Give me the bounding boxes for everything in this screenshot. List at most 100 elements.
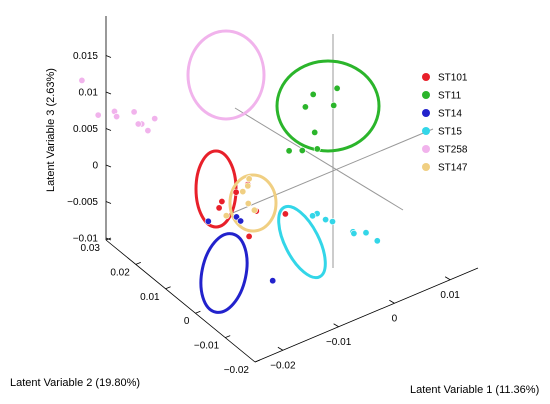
- point-st14: [204, 217, 212, 225]
- point-st11: [309, 90, 317, 98]
- z-tick-mark: [105, 201, 112, 204]
- point-st101: [218, 198, 226, 206]
- cluster-ellipse-st101: [194, 149, 238, 229]
- y-tick-label: −0.01: [194, 341, 220, 352]
- point-st147: [239, 188, 247, 196]
- x-tick-mark: [333, 323, 339, 328]
- x-tick-mark: [277, 346, 284, 351]
- point-st11: [333, 84, 341, 92]
- point-st147: [250, 206, 258, 214]
- z-tick-label: −0.005: [67, 197, 98, 208]
- z-axis-ticks: −0.01 −0.005 0 0.005 0.01 0.015: [67, 51, 112, 245]
- y-tick-mark: [225, 335, 231, 338]
- x-tick-label: −0.02: [270, 360, 296, 371]
- point-st101: [215, 204, 223, 212]
- point-st101: [281, 210, 289, 218]
- point-st147: [244, 182, 252, 190]
- legend-label-st11: ST11: [438, 91, 462, 102]
- x-tick-mark: [389, 299, 395, 304]
- box-edges: [105, 16, 479, 363]
- point-st14: [269, 277, 277, 285]
- point-st101: [232, 188, 240, 196]
- point-st15: [362, 229, 370, 237]
- legend: ST101 ST11 ST14 ST15 ST258 ST147: [422, 73, 468, 174]
- legend-marker-st14: [422, 109, 430, 117]
- legend-label-st15: ST15: [438, 127, 462, 138]
- z-axis-label: Latent Variable 3 (2.63%): [45, 68, 57, 192]
- point-st147: [245, 175, 253, 183]
- point-st11: [313, 145, 321, 153]
- legend-marker-st11: [422, 91, 430, 99]
- z-tick-mark: [105, 55, 112, 58]
- cluster-ellipses: [186, 29, 381, 314]
- y-tick-label: −0.02: [224, 365, 250, 376]
- x-axis-ticks: −0.02 −0.01 0 0.01: [270, 276, 460, 371]
- point-st258: [113, 113, 121, 121]
- cluster-ellipse-st15: [277, 204, 327, 280]
- y-tick-mark: [105, 237, 112, 241]
- x-tick-label: 0.01: [440, 290, 460, 301]
- data-points: [78, 76, 381, 285]
- cluster-ellipse-st147: [228, 173, 278, 233]
- point-st15: [309, 212, 317, 220]
- point-st11: [330, 101, 338, 109]
- y-axis-label: Latent Variable 2 (19.80%): [10, 377, 140, 389]
- legend-label-st14: ST14: [438, 109, 462, 120]
- z-tick-label: 0: [92, 161, 98, 172]
- y-tick-label: 0.02: [110, 267, 130, 278]
- legend-marker-st15: [422, 127, 430, 135]
- point-st15: [373, 237, 381, 245]
- y-tick-mark: [165, 286, 171, 290]
- point-st14: [233, 213, 241, 221]
- point-st258: [151, 115, 159, 123]
- origin-line-y: [229, 128, 434, 215]
- point-st15: [350, 230, 358, 238]
- y-axis-line: [105, 239, 256, 363]
- point-st147: [222, 212, 230, 220]
- point-st101: [245, 232, 253, 240]
- x-axis-line: [254, 267, 479, 363]
- x-tick-label: −0.01: [326, 337, 352, 348]
- legend-marker-st147: [422, 163, 430, 171]
- z-tick-mark: [105, 91, 112, 95]
- legend-label-st258: ST258: [438, 145, 468, 156]
- y-axis-ticks: −0.02 −0.01 0 0.01 0.02 0.03: [81, 237, 261, 376]
- legend-marker-st101: [422, 73, 430, 81]
- point-st11: [298, 147, 306, 155]
- point-st14: [237, 217, 245, 225]
- z-tick-label: 0.005: [73, 124, 98, 135]
- point-st15: [328, 218, 336, 226]
- y-tick-label: 0.03: [81, 243, 101, 254]
- point-st258: [94, 111, 102, 119]
- z-tick-label: 0.01: [79, 88, 99, 99]
- point-st11: [301, 103, 309, 111]
- point-st15: [322, 216, 330, 224]
- z-tick-mark: [105, 128, 112, 131]
- cluster-ellipse-st258: [186, 29, 266, 121]
- z-tick-mark: [105, 164, 112, 168]
- z-tick-label: −0.01: [73, 234, 99, 245]
- x-axis-label: Latent Variable 1 (11.36%): [410, 384, 539, 396]
- x-tick-label: 0: [392, 313, 398, 324]
- point-st258: [130, 108, 138, 116]
- point-st147: [244, 200, 252, 208]
- y-tick-label: 0: [184, 316, 190, 327]
- y-tick-label: 0.01: [140, 292, 160, 303]
- legend-label-st147: ST147: [438, 163, 468, 174]
- y-tick-mark: [195, 310, 201, 314]
- point-st258: [134, 120, 142, 128]
- y-tick-mark: [135, 262, 141, 265]
- origin-line-x: [234, 107, 404, 211]
- cluster-ellipse-st11: [275, 59, 381, 153]
- point-st258: [78, 76, 86, 84]
- point-st11: [311, 128, 319, 136]
- legend-marker-st258: [422, 145, 430, 153]
- cluster-ellipse-st14: [199, 232, 249, 314]
- z-tick-label: 0.015: [73, 51, 98, 62]
- y-tick-mark: [254, 359, 261, 363]
- legend-label-st101: ST101: [438, 73, 468, 84]
- point-st11: [285, 147, 293, 155]
- x-tick-mark: [444, 276, 451, 281]
- point-st258: [144, 127, 152, 135]
